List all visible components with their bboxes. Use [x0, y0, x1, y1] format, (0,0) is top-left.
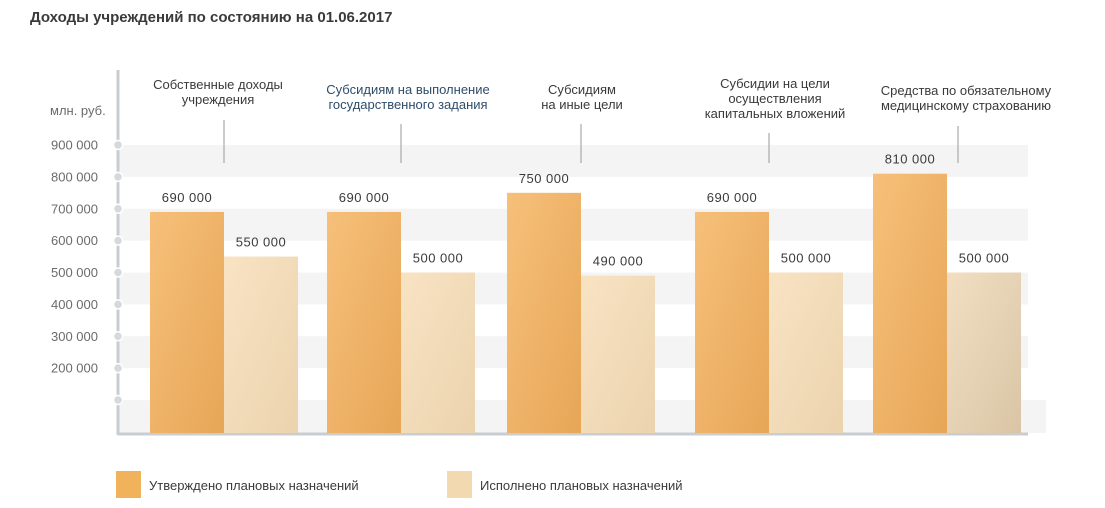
- bar-value-label-approved: 690 000: [707, 190, 758, 205]
- bar-approved: [695, 211, 769, 433]
- y-tick-marker: [112, 394, 124, 406]
- y-tick-label: 300 000: [51, 329, 98, 344]
- y-axis-unit-label: млн. руб.: [50, 103, 106, 118]
- y-tick-marker: [112, 235, 124, 246]
- bar-approved: [873, 173, 947, 433]
- bar-approved: [327, 211, 401, 433]
- bar-executed: [581, 275, 655, 433]
- bar-executed: [947, 272, 1021, 433]
- page-title: Доходы учреждений по состоянию на 01.06.…: [30, 9, 393, 26]
- y-tick-label: 700 000: [51, 201, 98, 216]
- bar-value-label-executed: 490 000: [593, 254, 644, 269]
- legend-label-approved: Утверждено плановых назначений: [149, 478, 359, 493]
- y-tick-label: 800 000: [51, 169, 98, 184]
- y-tick-label: 400 000: [51, 297, 98, 312]
- y-tick-label: 900 000: [51, 138, 98, 153]
- y-tick-marker: [112, 139, 124, 151]
- y-tick-label: 200 000: [51, 361, 98, 376]
- y-tick-label: 500 000: [51, 265, 98, 280]
- bar-executed: [769, 272, 843, 433]
- bar-approved: [150, 211, 224, 433]
- bar-chart: 900 000 800 000 700 000 600 000 500 000 400 0…: [51, 70, 1052, 436]
- legend-swatch-executed: [447, 471, 472, 498]
- legend-label-executed: Исполнено плановых назначений: [480, 478, 683, 493]
- y-tick-marker: [112, 267, 124, 278]
- y-tick-label: 600 000: [51, 233, 98, 248]
- bar-approved: [507, 192, 581, 433]
- y-tick-marker: [112, 299, 124, 310]
- category-label: Субсидиям на иные цели: [541, 82, 623, 112]
- bar-value-label-approved: 810 000: [885, 152, 936, 167]
- category-label: Субсидии на цели осуществления капитальных…: [705, 76, 846, 121]
- bar-executed: [401, 272, 475, 433]
- y-tick-marker: [112, 203, 124, 214]
- bar-value-label-executed: 550 000: [236, 235, 287, 250]
- category-label: Средства по обязательному медицинскому ст…: [881, 83, 1052, 113]
- bar-value-label-executed: 500 000: [413, 251, 464, 266]
- bar-value-label-approved: 690 000: [162, 190, 213, 205]
- y-tick-marker: [112, 171, 124, 183]
- bar-value-label-executed: 500 000: [959, 251, 1010, 266]
- bar-value-label-approved: 690 000: [339, 190, 390, 205]
- bar-value-label-approved: 750 000: [519, 171, 570, 186]
- y-tick-marker: [112, 362, 124, 374]
- y-tick-marker: [112, 331, 124, 342]
- legend-swatch-approved: [116, 471, 141, 498]
- bar-executed: [224, 256, 298, 433]
- category-label: Собственные доходы учреждения: [153, 77, 283, 107]
- grid-band: [118, 145, 1028, 177]
- category-label: Субсидиям на выполнение государственного …: [326, 82, 489, 112]
- bar-value-label-executed: 500 000: [781, 251, 832, 266]
